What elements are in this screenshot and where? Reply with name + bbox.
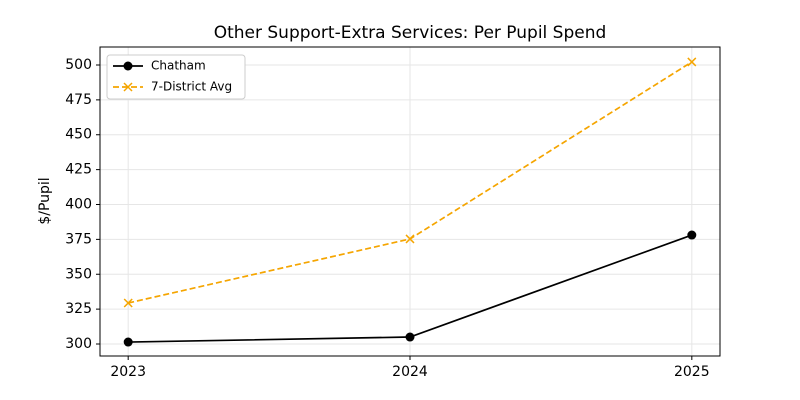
y-tick-label: 500 bbox=[65, 57, 92, 73]
y-tick-label: 300 bbox=[65, 336, 92, 352]
y-tick-label: 450 bbox=[65, 127, 92, 143]
legend-label: 7-District Avg bbox=[151, 80, 232, 94]
x-tick-label: 2023 bbox=[110, 364, 146, 380]
y-tick-label: 375 bbox=[65, 231, 92, 247]
data-point bbox=[687, 57, 697, 67]
legend-marker bbox=[123, 82, 133, 92]
legend-label: Chatham bbox=[151, 59, 206, 73]
data-point bbox=[687, 230, 697, 240]
x-tick-label: 2024 bbox=[392, 364, 428, 380]
data-point bbox=[405, 234, 415, 244]
chart-title: Other Support-Extra Services: Per Pupil … bbox=[214, 23, 607, 43]
x-tick-label: 2025 bbox=[674, 364, 710, 380]
y-tick-label: 425 bbox=[65, 162, 92, 178]
y-axis-label: $/Pupil bbox=[37, 177, 53, 224]
y-tick-label: 350 bbox=[65, 266, 92, 282]
y-tick-label: 400 bbox=[65, 196, 92, 212]
data-point bbox=[405, 332, 415, 342]
y-tick-label: 475 bbox=[65, 92, 92, 108]
legend-marker bbox=[123, 61, 133, 71]
y-tick-label: 325 bbox=[65, 301, 92, 317]
data-point bbox=[123, 337, 133, 347]
data-point bbox=[123, 298, 133, 308]
plot-frame bbox=[99, 46, 721, 357]
